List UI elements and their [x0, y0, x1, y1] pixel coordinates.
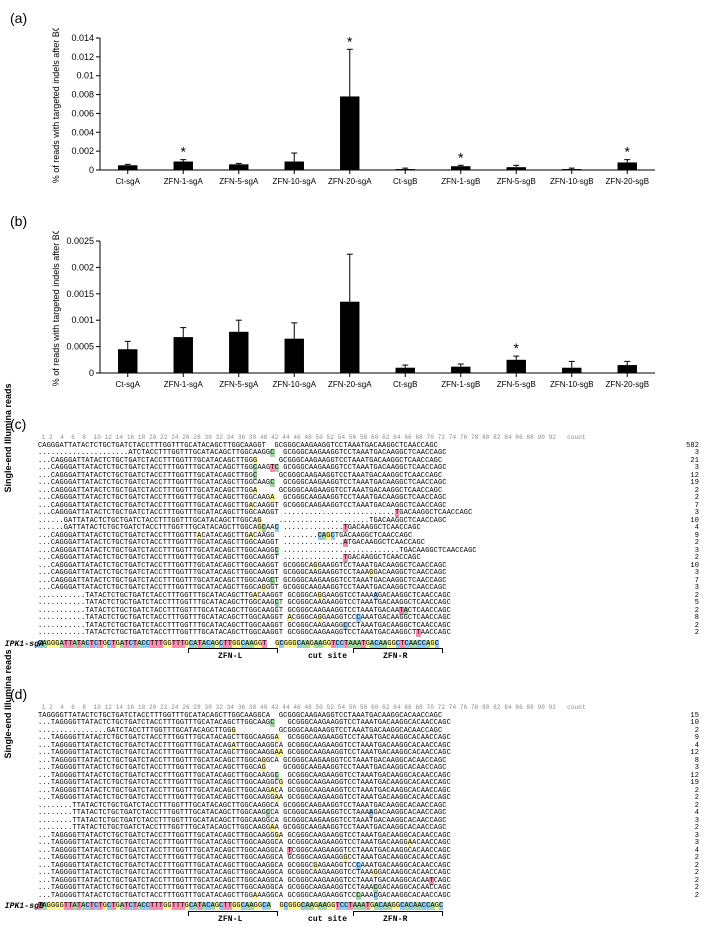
seq-read-row: ...TAGGGGTTATACTCTGCTGATCTACCTTTGGTTTGCA…	[38, 893, 699, 901]
svg-text:ZFN-20-sgB: ZFN-20-sgB	[605, 177, 649, 186]
reference-label: Wt IPK1-sgA	[0, 641, 44, 649]
reference-sequence: Wt IPK1-sgBTAGGGGTTATACTCTGCTGATCTACCTTT…	[38, 903, 699, 911]
svg-text:ZFN-5-sgB: ZFN-5-sgB	[497, 177, 536, 186]
zfn-annotation: ZFN-L cut site ZFN-R	[38, 911, 699, 931]
panel-b: (b) 0 0.0005 0.001 0.0015 0.002 0.0025 % of re…	[10, 213, 699, 401]
seq-read-row: ...TAGGGGTTATACTCTGCTGATCTACCTTTGGTTTGCA…	[38, 885, 699, 893]
svg-text:0.008: 0.008	[71, 90, 94, 100]
svg-text:0.006: 0.006	[71, 108, 94, 118]
svg-text:0.014: 0.014	[71, 33, 94, 43]
svg-text:*: *	[181, 144, 187, 160]
panel-c: (c) Single-end Illumina reads 1 2 4 6 8 …	[10, 416, 699, 668]
seq-read-row: ...TAGGGGTTATACTCTGCTGATCTACCTTTGGTTTGCA…	[38, 855, 699, 863]
chart-a: 0 0.002 0.004 0.006 0.008 0.01 0.012 0.014 % of …	[45, 28, 665, 198]
read-count: 2	[695, 885, 699, 893]
seq-read-row: ...TAGGGGTTATACTCTGCTGATCTACCTTTGGTTTGCA…	[38, 863, 699, 871]
svg-text:ZFN-1-sgA: ZFN-1-sgA	[164, 380, 204, 389]
svg-text:0.0015: 0.0015	[66, 289, 94, 299]
svg-text:ZFN-10-sgB: ZFN-10-sgB	[550, 380, 594, 389]
svg-text:*: *	[458, 149, 464, 165]
panel-b-label: (b)	[10, 213, 27, 229]
read-count: 4	[695, 848, 699, 856]
seq-read-row: ...TAGGGGTTATACTCTGCTGATCTACCTTTGGTTTGCA…	[38, 840, 699, 848]
read-count: 2	[695, 870, 699, 878]
svg-text:Ct-sgB: Ct-sgB	[393, 177, 417, 186]
svg-text:ZFN-5-sgB: ZFN-5-sgB	[497, 380, 536, 389]
panel-d: (d) Single-end Illumina reads 1 2 4 6 8 …	[10, 686, 699, 931]
svg-text:ZFN-20-sgA: ZFN-20-sgA	[328, 177, 372, 186]
read-count: 2	[695, 630, 699, 638]
reference-sequence: Wt IPK1-sgACAGGGATTATACTCTGCTGATCTACCTTT…	[38, 641, 699, 649]
position-ruler: 1 2 4 6 8 10 12 14 16 18 20 22 24 26 28 …	[38, 434, 699, 442]
read-count: 2	[695, 863, 699, 871]
chart-b: 0 0.0005 0.001 0.0015 0.002 0.0025 % of reads …	[45, 231, 665, 401]
panel-d-side-label: Single-end Illumina reads	[3, 650, 13, 759]
svg-text:*: *	[347, 33, 353, 49]
svg-text:0: 0	[89, 165, 94, 175]
svg-text:0.01: 0.01	[76, 71, 94, 81]
seq-read-row: ...TAGGGGTTATACTCTGCTGATCTACCTTTGGTTTGCA…	[38, 848, 699, 856]
reference-label: Wt IPK1-sgB	[0, 903, 44, 911]
panel-a: (a) 0 0.002 0.004 0.006 0.008 0.01 0.012 0.014%…	[10, 10, 699, 198]
svg-text:*: *	[514, 340, 520, 356]
svg-text:Ct-sgA: Ct-sgA	[116, 380, 141, 389]
svg-text:Ct-sgB: Ct-sgB	[393, 380, 417, 389]
seq-read-row: ...........TATACTCTGCTGATCTACCTTTGGTTTGC…	[38, 630, 699, 638]
svg-text:0: 0	[89, 368, 94, 378]
svg-text:ZFN-5-sgA: ZFN-5-sgA	[219, 380, 259, 389]
svg-text:0.0005: 0.0005	[66, 342, 94, 352]
svg-text:0.012: 0.012	[71, 52, 94, 62]
read-count: 2	[695, 855, 699, 863]
svg-text:ZFN-5-sgA: ZFN-5-sgA	[219, 177, 259, 186]
svg-text:*: *	[625, 144, 631, 160]
svg-text:0.002: 0.002	[71, 146, 94, 156]
svg-text:0.001: 0.001	[71, 315, 94, 325]
svg-text:0.002: 0.002	[71, 262, 94, 272]
read-count: 2	[695, 878, 699, 886]
svg-text:ZFN-1-sgB: ZFN-1-sgB	[441, 380, 480, 389]
svg-text:ZFN-10-sgA: ZFN-10-sgA	[272, 380, 316, 389]
seq-read-row: ...TAGGGGTTATACTCTGCTGATCTACCTTTGGTTTGCA…	[38, 878, 699, 886]
svg-text:0.004: 0.004	[71, 127, 94, 137]
read-count: 3	[695, 840, 699, 848]
svg-text:ZFN-1-sgA: ZFN-1-sgA	[164, 177, 204, 186]
svg-text:0.0025: 0.0025	[66, 236, 94, 246]
svg-text:ZFN-10-sgA: ZFN-10-sgA	[272, 177, 316, 186]
panel-c-side-label: Single-end Illumina reads	[3, 383, 13, 492]
svg-text:ZFN-20-sgB: ZFN-20-sgB	[605, 380, 649, 389]
sequence-alignment-d: 1 2 4 6 8 10 12 14 16 18 20 22 24 26 28 …	[38, 704, 699, 931]
svg-text:ZFN-10-sgB: ZFN-10-sgB	[550, 177, 594, 186]
read-count: 2	[695, 893, 699, 901]
sequence-alignment-c: 1 2 4 6 8 10 12 14 16 18 20 22 24 26 28 …	[38, 434, 699, 668]
zfn-annotation: ZFN-L cut site ZFN-R	[38, 648, 699, 668]
svg-text:% of reads with targeted indel: % of reads with targeted indels after BC	[51, 28, 61, 183]
svg-text:% of reads with targeted indel: % of reads with targeted indels after BC	[51, 231, 61, 386]
svg-text:Ct-sgA: Ct-sgA	[116, 177, 141, 186]
panel-a-label: (a)	[10, 10, 27, 26]
svg-text:ZFN-1-sgB: ZFN-1-sgB	[441, 177, 480, 186]
seq-read-row: ...TAGGGGTTATACTCTGCTGATCTACCTTTGGTTTGCA…	[38, 870, 699, 878]
svg-text:ZFN-20-sgA: ZFN-20-sgA	[328, 380, 372, 389]
position-ruler: 1 2 4 6 8 10 12 14 16 18 20 22 24 26 28 …	[38, 704, 699, 712]
